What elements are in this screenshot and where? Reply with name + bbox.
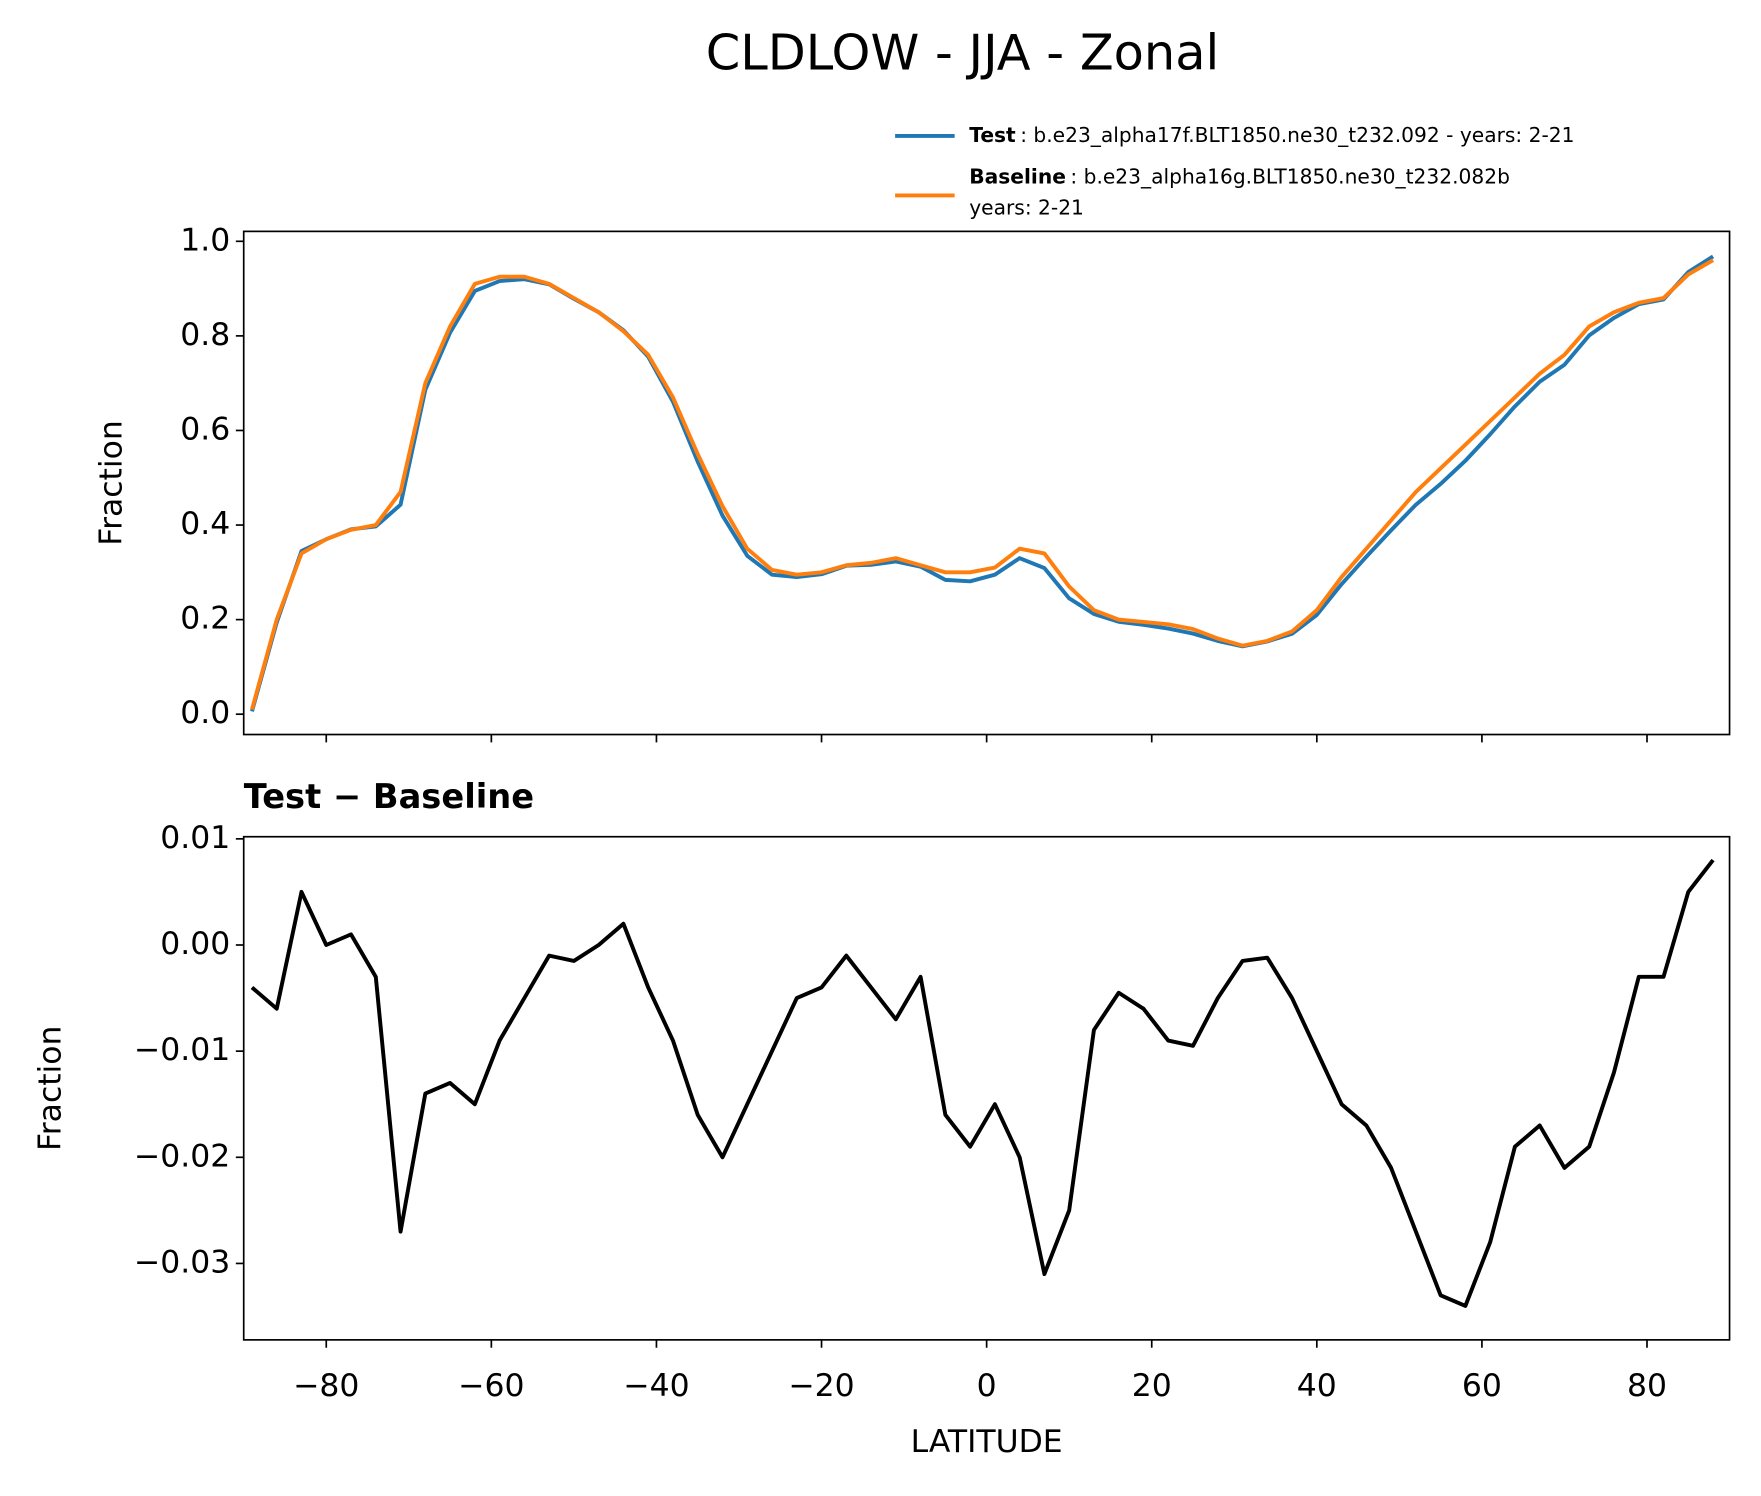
x-tick-label: −80 (293, 1368, 359, 1404)
y-tick-label: 1.0 (180, 222, 230, 258)
legend-name: Baseline (969, 164, 1066, 188)
series-line (250, 258, 1715, 710)
plot-area (250, 858, 1715, 1308)
axes-frame (242, 230, 1731, 736)
series-line (250, 254, 1715, 712)
y-axis-label: Fraction (93, 420, 129, 546)
legend-description: years: 2-21 (969, 195, 1084, 219)
y-tick-label: 0.4 (180, 506, 230, 542)
x-tick-label: 20 (1132, 1368, 1172, 1404)
figure-title: CLDLOW - JJA - Zonal (706, 24, 1220, 82)
plot-area (250, 254, 1715, 712)
axes-frame (242, 835, 1731, 1341)
y-tick-label: 0.2 (180, 601, 230, 637)
x-tick-label: 40 (1297, 1368, 1337, 1404)
y-tick-label: 0.8 (180, 317, 230, 353)
legend-label: Test: b.e23_alpha17f.BLT1850.ne30_t232.0… (969, 122, 1574, 146)
legend-description: : b.e23_alpha17f.BLT1850.ne30_t232.092 -… (1020, 122, 1574, 146)
x-tick-label: −40 (623, 1368, 689, 1404)
legend-name: Test (969, 122, 1016, 146)
y-tick-label: 0.01 (160, 820, 230, 856)
x-tick-label: 60 (1462, 1368, 1502, 1404)
x-axis-label: LATITUDE (911, 1424, 1063, 1460)
axes-title: Test − Baseline (244, 777, 534, 816)
y-tick-label: −0.01 (134, 1032, 230, 1068)
y-tick-label: 0.00 (160, 926, 230, 962)
y-tick-label: 0.0 (180, 695, 230, 731)
legend-description: : b.e23_alpha16g.BLT1850.ne30_t232.082b (1070, 164, 1510, 188)
x-tick-label: −60 (458, 1368, 524, 1404)
y-axis-label: Fraction (33, 1026, 69, 1152)
y-tick-label: 0.6 (180, 411, 230, 447)
series-line (250, 858, 1715, 1308)
x-tick-label: 0 (977, 1368, 997, 1404)
y-tick-label: −0.02 (134, 1138, 230, 1174)
x-tick-label: −20 (788, 1368, 854, 1404)
legend-label: Baseline: b.e23_alpha16g.BLT1850.ne30_t2… (969, 164, 1510, 188)
y-tick-label: −0.03 (134, 1244, 230, 1280)
x-tick-label: 80 (1627, 1368, 1667, 1404)
